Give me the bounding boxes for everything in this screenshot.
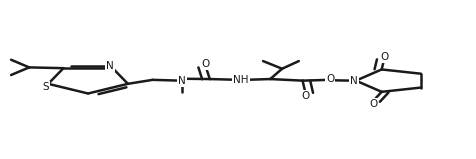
Text: O: O [380,52,388,62]
Text: O: O [326,74,334,84]
Text: N: N [178,76,186,86]
Text: N: N [350,76,358,86]
Text: NH: NH [233,75,248,85]
Text: O: O [202,59,210,69]
Text: O: O [301,91,309,101]
Text: S: S [42,82,49,92]
Text: N: N [107,61,114,71]
Text: O: O [369,99,377,109]
